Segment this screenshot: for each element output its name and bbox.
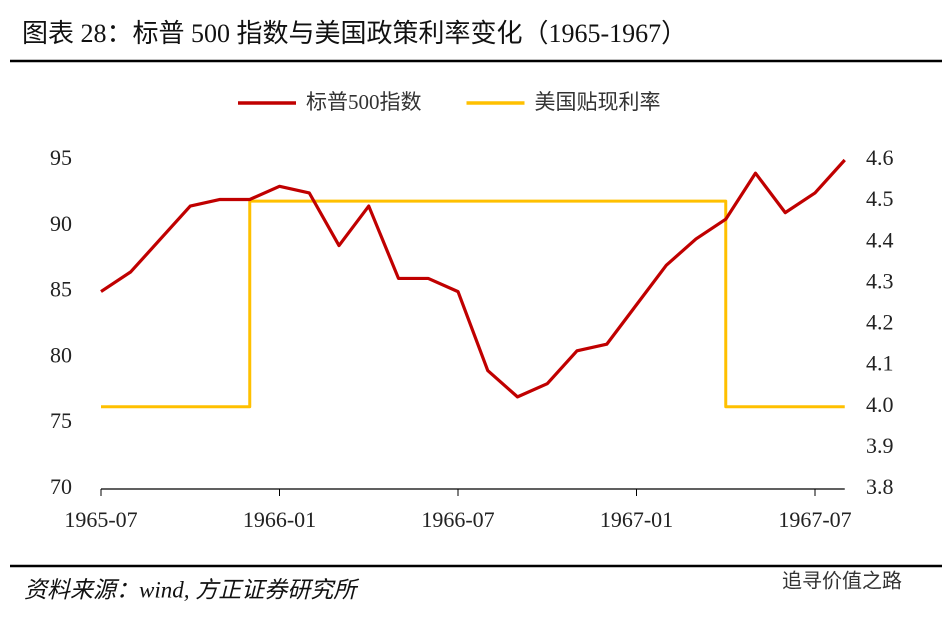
y2-tick-label: 4.6 [866,145,894,170]
x-tick-label: 1967-07 [778,507,851,532]
y2-tick-label: 4.4 [866,227,894,252]
chart-title: 图表 28：标普 500 指数与美国政策利率变化（1965-1967） [22,19,687,48]
source-note: 资料来源：wind, 方正证券研究所 [24,577,359,602]
y-tick-label: 75 [50,408,72,433]
y2-tick-label: 3.8 [866,474,894,499]
y2-tick-label: 4.5 [866,186,894,211]
y-tick-label: 80 [50,342,72,367]
y2-tick-label: 4.2 [866,310,894,335]
y-tick-label: 70 [50,474,72,499]
series-line [101,199,845,409]
legend-label: 美国贴现利率 [535,90,661,114]
legend-label: 标普500指数 [306,90,422,114]
watermark: 追寻价值之路 [782,569,902,593]
y-tick-label: 90 [50,211,72,236]
y-tick-label: 85 [50,277,72,302]
y2-tick-label: 4.0 [866,392,894,417]
x-tick-label: 1966-07 [421,507,494,532]
y-tick-label: 95 [50,145,72,170]
x-tick-label: 1966-01 [243,507,316,532]
y2-tick-label: 4.1 [866,351,894,376]
series-line [100,158,846,399]
x-tick-label: 1965-07 [64,507,137,532]
x-tick-label: 1967-01 [600,507,673,532]
y2-tick-label: 3.9 [866,433,894,458]
y2-tick-label: 4.3 [866,268,894,293]
